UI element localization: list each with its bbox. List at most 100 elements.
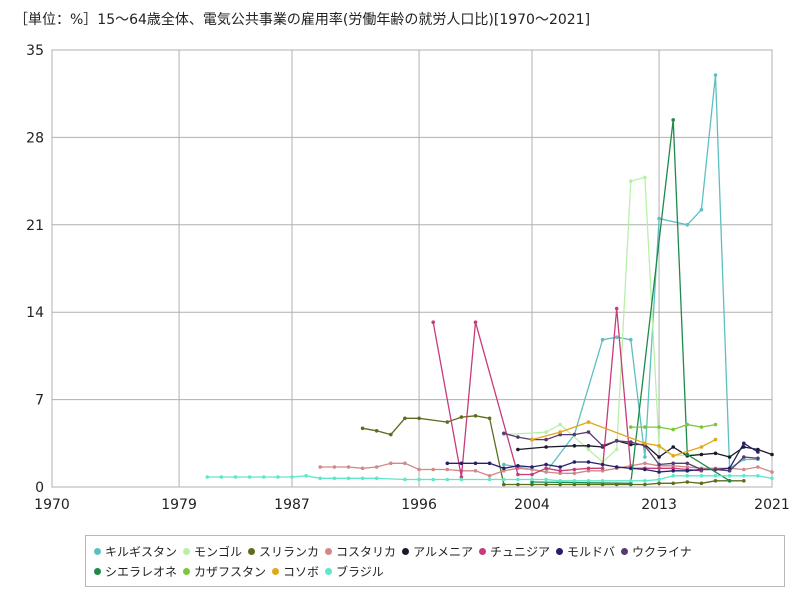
data-point <box>685 480 690 484</box>
data-point <box>657 477 661 482</box>
data-point <box>713 479 718 483</box>
legend-marker <box>272 567 280 575</box>
legend-item: アルメニア <box>402 541 473 561</box>
data-point <box>657 444 661 448</box>
legend: キルギスタン モンゴル スリランカ コスタリカ アルメニア チュニジア モルドバ ウクライナシ… <box>85 535 785 587</box>
data-point <box>657 470 661 474</box>
data-point <box>657 216 661 221</box>
data-point <box>544 445 548 449</box>
data-point <box>643 444 647 448</box>
series-9 <box>629 422 718 432</box>
data-point <box>614 306 619 311</box>
x-tick-label: 2013 <box>641 497 677 513</box>
data-point <box>643 441 647 446</box>
y-tick-label: 14 <box>26 305 44 321</box>
data-point <box>643 461 647 466</box>
data-point <box>586 444 591 448</box>
data-point <box>600 469 605 473</box>
legend-marker <box>183 567 191 575</box>
data-point <box>600 444 605 448</box>
data-point <box>389 461 393 466</box>
legend-label: シエラレオネ <box>105 564 178 579</box>
data-point <box>671 445 675 449</box>
data-point <box>614 439 619 443</box>
y-tick-label: 0 <box>35 480 44 496</box>
data-point <box>473 469 478 473</box>
data-point <box>685 452 690 457</box>
data-point <box>487 477 492 482</box>
data-point <box>544 430 548 434</box>
data-point <box>247 475 252 479</box>
data-point <box>374 429 379 433</box>
data-point <box>502 466 506 471</box>
data-point <box>459 475 464 479</box>
data-point <box>742 455 746 459</box>
legend-item: シエラレオネ <box>94 561 177 581</box>
data-point <box>360 426 365 431</box>
legend-label: カザフスタン <box>194 564 267 579</box>
data-point <box>685 465 690 469</box>
data-point <box>614 447 619 452</box>
x-tick-label: 2021 <box>754 497 790 513</box>
plot-area <box>51 49 773 488</box>
legend-item: チュニジア <box>478 541 550 561</box>
data-point <box>685 422 690 427</box>
data-point <box>742 441 746 446</box>
data-point <box>699 445 704 449</box>
data-point <box>572 482 577 487</box>
data-point <box>346 476 351 481</box>
legend-label: モルドバ <box>566 544 615 559</box>
data-point <box>459 415 464 419</box>
data-point <box>544 477 548 482</box>
data-point <box>586 479 591 483</box>
data-point <box>671 466 675 471</box>
data-point <box>346 465 351 469</box>
data-point <box>318 465 323 469</box>
data-point <box>643 479 647 483</box>
series-11 <box>205 474 774 483</box>
data-point <box>629 425 633 429</box>
legend-item: キルギスタン <box>94 541 177 561</box>
data-point <box>699 208 704 212</box>
data-point <box>403 461 407 466</box>
data-point <box>586 460 591 464</box>
data-point <box>586 466 591 471</box>
legend-item: コソボ <box>272 561 319 581</box>
data-point <box>530 437 534 442</box>
data-point <box>643 455 647 459</box>
legend-marker <box>478 547 486 555</box>
data-point <box>502 469 506 473</box>
data-point <box>516 464 520 468</box>
data-point <box>360 476 365 481</box>
legend-item: モンゴル <box>183 541 242 561</box>
data-point <box>544 470 548 474</box>
data-point <box>530 480 534 484</box>
y-tick-label: 7 <box>35 393 44 409</box>
data-point <box>544 462 548 467</box>
data-point <box>713 451 718 456</box>
series-5 <box>431 306 704 479</box>
data-point <box>643 175 647 180</box>
data-point <box>713 73 718 77</box>
legend-marker <box>555 547 563 555</box>
data-point <box>699 474 704 478</box>
data-point <box>742 479 746 483</box>
data-point <box>431 320 436 325</box>
data-point <box>417 416 421 421</box>
data-point <box>685 469 690 473</box>
x-tick-label: 2004 <box>514 497 550 513</box>
data-point <box>487 416 492 421</box>
legend-label: チュニジア <box>489 544 550 559</box>
legend-label: ウクライナ <box>631 544 692 559</box>
data-point <box>713 437 718 442</box>
data-point <box>713 474 718 478</box>
data-point <box>544 466 548 471</box>
legend-item: コスタリカ <box>325 541 396 561</box>
data-point <box>473 320 478 325</box>
data-point <box>742 467 746 472</box>
data-point <box>417 467 421 472</box>
data-point <box>629 440 633 444</box>
data-point <box>600 337 605 342</box>
data-point <box>600 482 605 487</box>
